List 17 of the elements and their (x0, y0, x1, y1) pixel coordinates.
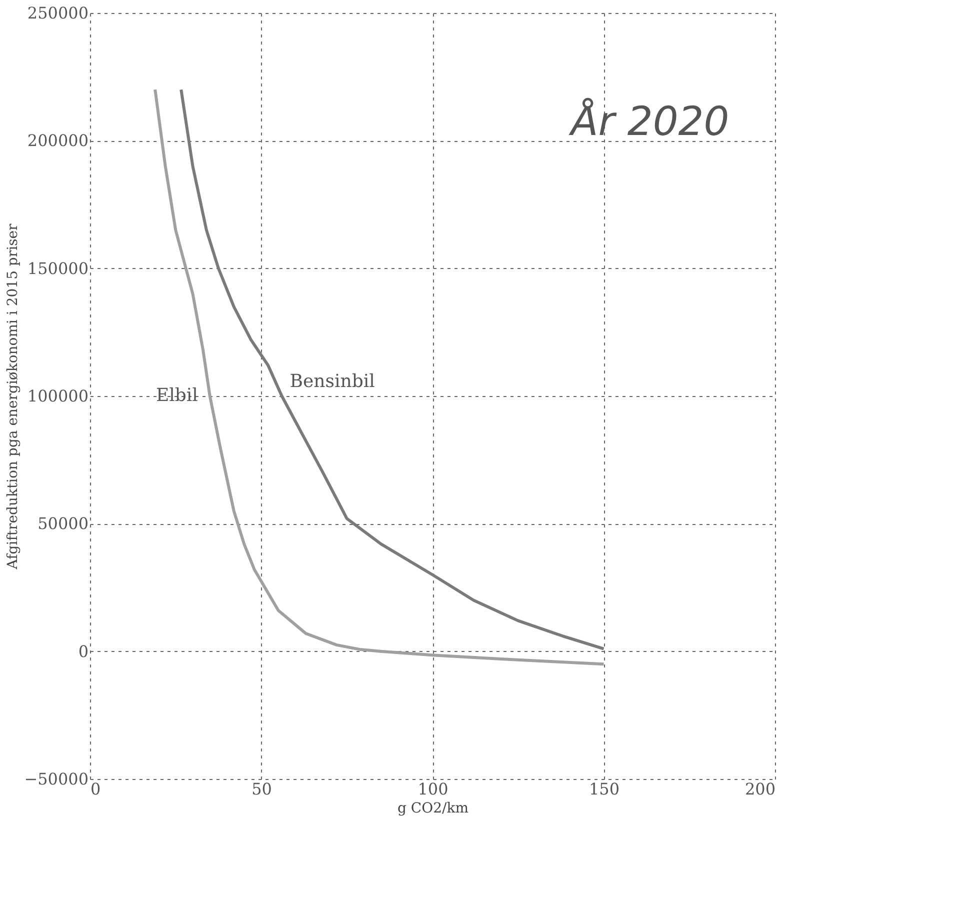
y-tick-label: 0 (78, 642, 88, 661)
x-axis-title: g CO2/km (398, 800, 468, 816)
y-axis-title: Afgiftreduktion pga energiøkonomi i 2015 priser (5, 223, 22, 570)
x-tick-label: 100 (418, 780, 448, 798)
y-tick-label: 200000 (27, 131, 88, 150)
x-tick-label: 50 (252, 780, 272, 798)
y-tick-label: 250000 (27, 4, 88, 22)
y-tick-label: 100000 (27, 386, 88, 406)
y-tick-label: 50000 (38, 514, 88, 534)
x-tick-label: 150 (588, 780, 620, 798)
y-tick-label: 150000 (27, 258, 88, 278)
y-tick-label: −50000 (24, 770, 88, 788)
x-tick-label: 200 (744, 780, 776, 798)
annotation: Elbil (156, 385, 198, 406)
x-tick-label: 0 (90, 780, 101, 798)
annotation: Bensinbil (290, 371, 376, 392)
annotation: År 2020 (568, 97, 730, 145)
